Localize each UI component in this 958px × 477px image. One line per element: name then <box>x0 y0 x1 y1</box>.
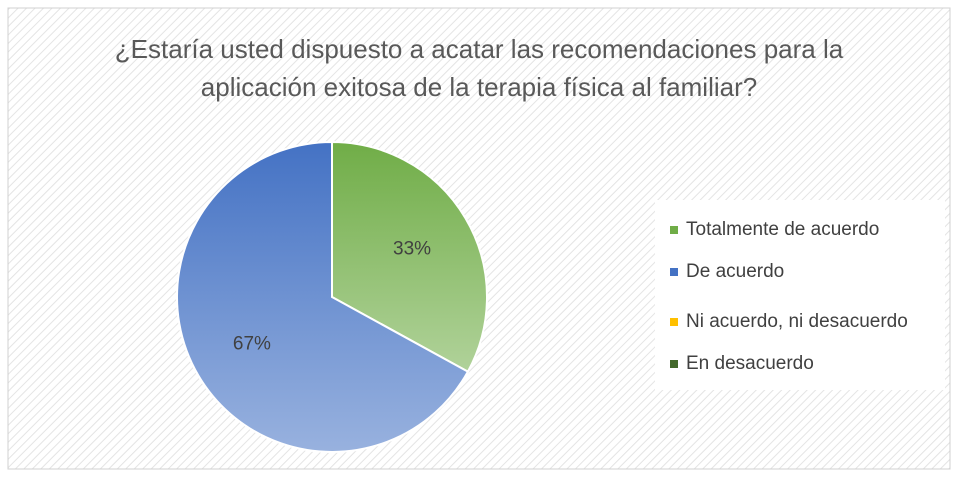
legend: Totalmente de acuerdo De acuerdo Ni acuerd… <box>670 219 908 374</box>
legend-swatch <box>670 268 678 276</box>
legend-label: Totalmente de acuerdo <box>686 219 879 240</box>
legend-box <box>655 200 945 390</box>
legend-swatch <box>670 318 678 326</box>
pie: 33% 67% <box>176 140 488 453</box>
data-label: 33% <box>393 239 431 260</box>
pie-slice <box>331 140 488 374</box>
legend-swatch <box>670 360 678 368</box>
pie-slice <box>176 140 470 453</box>
legend-label: En desacuerdo <box>686 353 814 374</box>
legend-label: Ni acuerdo, ni desacuerdo <box>686 311 908 332</box>
data-label: 67% <box>233 333 271 354</box>
legend-label: De acuerdo <box>686 261 784 282</box>
chart-title: ¿Estaría usted dispuesto a acatar las re… <box>114 34 844 102</box>
legend-swatch <box>670 226 678 234</box>
